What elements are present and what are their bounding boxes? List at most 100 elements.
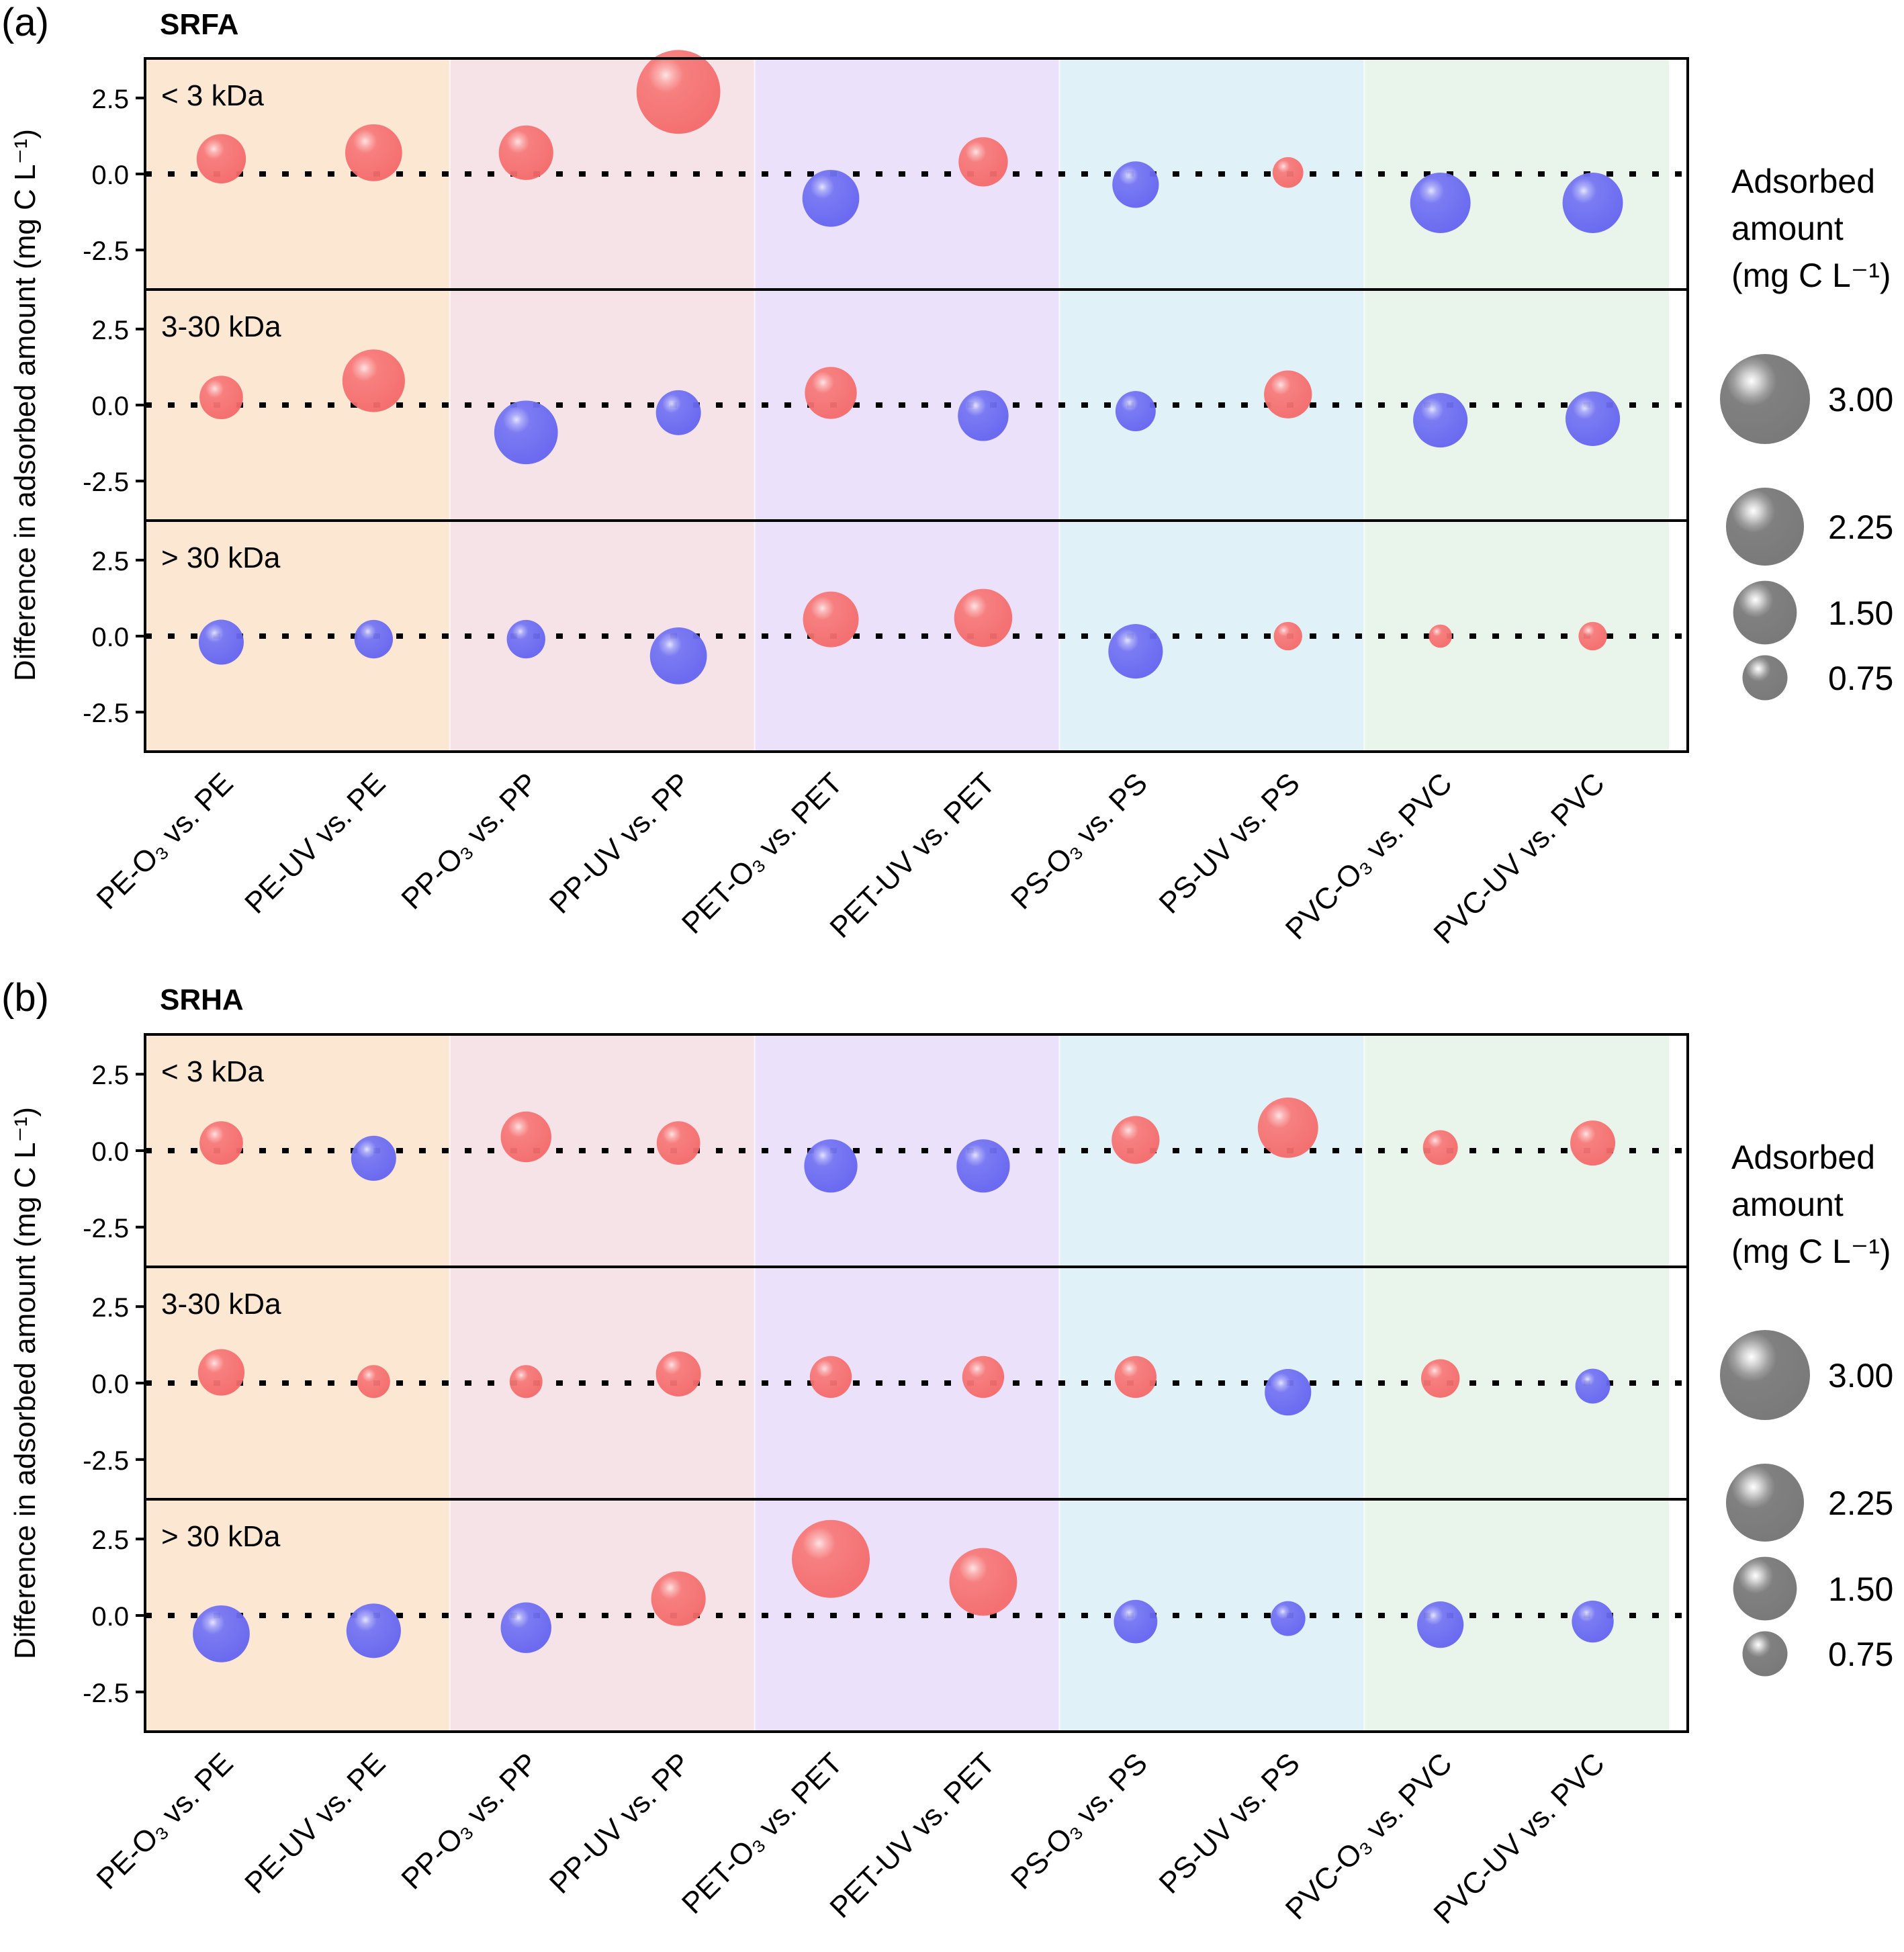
panel-gt30: -2.5 0.0 2.5 > 30 kDa (83, 1498, 1689, 1733)
bubble-negative (1410, 173, 1471, 233)
legend-title: Adsorbed (1731, 1139, 1875, 1176)
x-tick-label: PS-O₃ vs. PS (1005, 1746, 1154, 1896)
bubble-positive (636, 50, 721, 134)
bubble-positive (1264, 370, 1312, 418)
bubble-positive (949, 1548, 1017, 1616)
legend-bubble (1720, 354, 1810, 444)
y-tick-label: -2.5 (83, 699, 129, 728)
size-legend: Adsorbed amount (mg C L⁻¹) 3.00 2.25 1.50 0.75 (1720, 1139, 1893, 1677)
bubble-positive (500, 1111, 551, 1163)
y-tick-label: -2.5 (83, 1214, 129, 1243)
bubble-negative (1417, 1601, 1464, 1648)
panel-frame (144, 519, 1689, 753)
size-fraction-label: > 30 kDa (161, 1520, 281, 1553)
bubble-positive (954, 588, 1013, 648)
legend-bubble (1733, 580, 1797, 645)
bubble-negative (1114, 1599, 1158, 1644)
bubble-positive (1114, 1356, 1157, 1399)
x-tick-label: PVC-O₃ vs. PVC (1279, 766, 1459, 946)
y-tick-label: 2.5 (91, 547, 129, 576)
bubble-negative (1413, 393, 1468, 448)
legend-bubble (1725, 1463, 1805, 1542)
x-tick-label: PE-O₃ vs. PE (91, 1746, 240, 1896)
bubble-negative (1562, 173, 1623, 233)
figure-b: (b) SRHA -2.5 0.0 2.5 < 3 kDa -2.5 0.0 2.5 3-30 k… (1, 976, 1893, 1931)
x-tick-label: PP-UV vs. PP (543, 766, 696, 920)
bubble-negative (802, 169, 860, 227)
legend-label: 1.50 (1828, 594, 1893, 632)
panel-frame (144, 1498, 1689, 1733)
legend-label: 1.50 (1828, 1570, 1893, 1608)
bubble-negative (198, 619, 244, 665)
bubble-negative (346, 1603, 401, 1658)
bubble-positive (509, 1365, 543, 1399)
bubble-positive (651, 1571, 706, 1626)
bubble-negative (351, 1135, 396, 1181)
bubble-positive (196, 134, 246, 184)
bubble-negative (354, 619, 394, 659)
y-tick-label: 2.5 (91, 316, 129, 345)
bubble-positive (962, 1356, 1005, 1399)
legend-title: Adsorbed (1731, 163, 1875, 200)
bubble-positive (199, 1121, 243, 1165)
x-tick-label: PP-O₃ vs. PP (395, 766, 544, 916)
bubble-negative (1108, 624, 1163, 679)
bubble-positive (1420, 1359, 1460, 1398)
y-tick-label: 0.0 (91, 623, 129, 652)
x-tick-label: PET-O₃ vs. PET (676, 1746, 849, 1920)
bubble-positive (1257, 1097, 1318, 1158)
x-tick-label: PVC-UV vs. PVC (1427, 1746, 1611, 1930)
y-tick-label: 2.5 (91, 1293, 129, 1323)
x-tick-label: PET-UV vs. PET (823, 766, 1001, 944)
legend-title: amount (1731, 210, 1844, 247)
legend-label: 0.75 (1828, 660, 1893, 697)
bubble-positive (1112, 1116, 1160, 1164)
size-fraction-label: 3-30 kDa (161, 310, 281, 343)
size-fraction-label: > 30 kDa (161, 541, 281, 574)
bubble-positive (357, 1365, 390, 1399)
bubble-positive (792, 1519, 870, 1598)
size-legend: Adsorbed amount (mg C L⁻¹) 3.00 2.25 1.50 0.75 (1720, 163, 1893, 701)
bubble-negative (655, 390, 701, 435)
bubble-positive (805, 367, 857, 419)
bubble-negative (804, 1139, 858, 1193)
panel-label: (a) (1, 1, 49, 44)
x-tick-label: PE-UV vs. PE (238, 766, 392, 920)
bubble-positive (655, 1351, 701, 1396)
legend-label: 0.75 (1828, 1636, 1893, 1673)
bubble-positive (803, 591, 859, 648)
panel-lt3: -2.5 0.0 2.5 < 3 kDa (83, 50, 1689, 291)
legend-bubble (1742, 1631, 1788, 1677)
x-tick-label: PP-UV vs. PP (543, 1746, 696, 1900)
bubble-negative (1265, 1369, 1312, 1416)
bubble-negative (958, 390, 1009, 441)
panel-label: (b) (1, 976, 49, 1020)
chart-title: SRFA (160, 8, 238, 41)
bubble-positive (1422, 1130, 1458, 1165)
x-tick-label: PET-UV vs. PET (823, 1746, 1001, 1924)
bubble-positive (342, 349, 405, 412)
bubble-negative (1565, 391, 1621, 446)
legend-title: (mg C L⁻¹) (1731, 257, 1891, 294)
x-tick-label: PE-O₃ vs. PE (91, 766, 240, 916)
background-pet (754, 1267, 1060, 1499)
bubble-negative (1575, 1368, 1611, 1404)
y-tick-label: 2.5 (91, 1061, 129, 1090)
bubble-positive (1429, 624, 1452, 648)
legend-bubble (1725, 487, 1805, 566)
y-axis-label: Difference in adsorbed amount (mg C L⁻¹) (9, 1107, 42, 1659)
bubble-negative (506, 619, 545, 659)
bubble-negative (1270, 1601, 1306, 1636)
bubble-positive (958, 137, 1008, 187)
bubble-positive (656, 1121, 700, 1165)
bubble-positive (809, 1356, 852, 1399)
y-tick-label: -2.5 (83, 1446, 129, 1476)
y-tick-label: -2.5 (83, 468, 129, 497)
bubble-negative (956, 1139, 1010, 1193)
bubble-positive (197, 1349, 245, 1396)
bubble-positive (199, 375, 243, 420)
y-tick-label: 0.0 (91, 1370, 129, 1399)
legend-bubble (1742, 655, 1788, 701)
x-tick-label: PS-UV vs. PS (1153, 766, 1306, 920)
